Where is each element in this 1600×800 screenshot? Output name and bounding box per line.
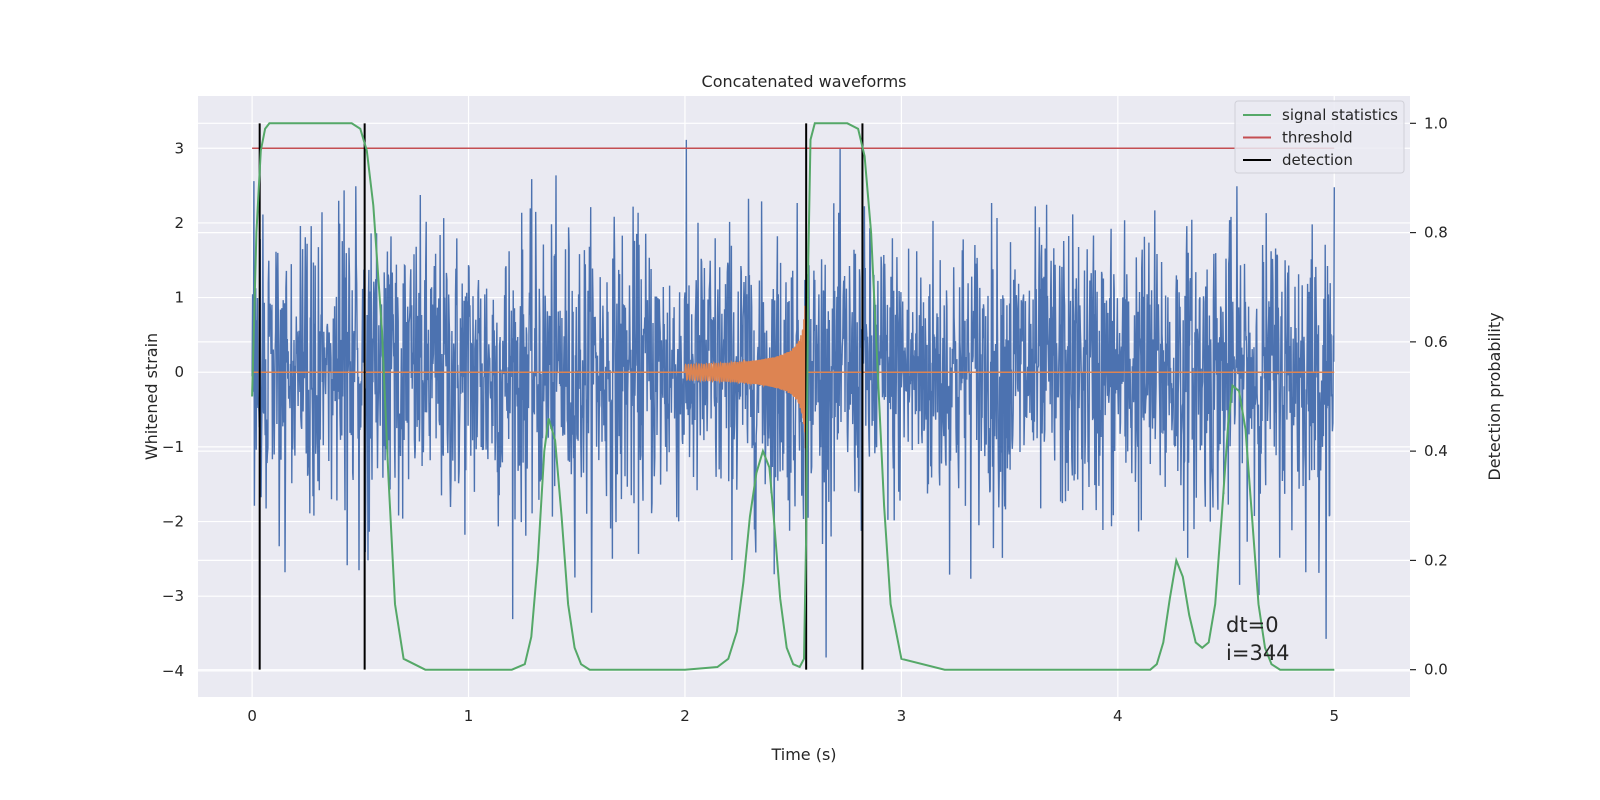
annotation-i: i=344	[1226, 641, 1290, 665]
y-axis-right-label: Detection probability	[1485, 312, 1504, 480]
y-right-tick-label-3: 0.4	[1424, 442, 1448, 460]
detection-lines	[258, 123, 864, 670]
y-left-tick-label-0: 3	[174, 139, 184, 157]
y-left-tick-label-7: −4	[162, 662, 184, 680]
chirp-series-line	[252, 305, 1335, 450]
y-left-tick-label-4: −1	[162, 438, 184, 456]
x-tick-label-2: 2	[680, 707, 690, 725]
x-tick-label-5: 5	[1329, 707, 1339, 725]
x-tick-label-3: 3	[897, 707, 907, 725]
y-left-tick-label-6: −3	[162, 587, 184, 605]
y-left-tick-label-2: 1	[174, 289, 184, 307]
x-tick-label-0: 0	[247, 707, 257, 725]
y-right-tick-label-1: 0.8	[1424, 224, 1448, 242]
y-axis-left-label: Whitened strain	[142, 333, 161, 460]
legend-label-2: detection	[1282, 151, 1353, 169]
y-right-tick-label-5: 0.0	[1424, 661, 1448, 679]
legend-label-1: threshold	[1282, 129, 1353, 147]
legend: signal statistics threshold detection	[1234, 100, 1405, 174]
x-tick-label-4: 4	[1113, 707, 1123, 725]
legend-box	[1234, 100, 1405, 174]
y-right-tick-label-4: 0.2	[1424, 551, 1448, 569]
y-left-tick-label-3: 0	[174, 363, 184, 381]
chart-title: Concatenated waveforms	[702, 72, 907, 91]
y-left-tick-label-1: 2	[174, 214, 184, 232]
y-right-tick-label-2: 0.6	[1424, 333, 1448, 351]
x-axis-label: Time (s)	[770, 745, 836, 764]
series-layer	[251, 122, 1335, 671]
signal-statistics-line	[251, 122, 1335, 671]
y-left-tick-label-5: −2	[162, 513, 184, 531]
legend-label-0: signal statistics	[1282, 106, 1398, 124]
annotation-dt: dt=0	[1226, 613, 1279, 637]
y-right-tick-label-0: 1.0	[1424, 114, 1448, 132]
x-tick-label-1: 1	[464, 707, 474, 725]
ticks: 0 1 2 3 4 5 3 2 1 0 −1 −2 −3 −4 1.0 0.8 0.6 0.4 0.2 0.0	[162, 114, 1448, 725]
